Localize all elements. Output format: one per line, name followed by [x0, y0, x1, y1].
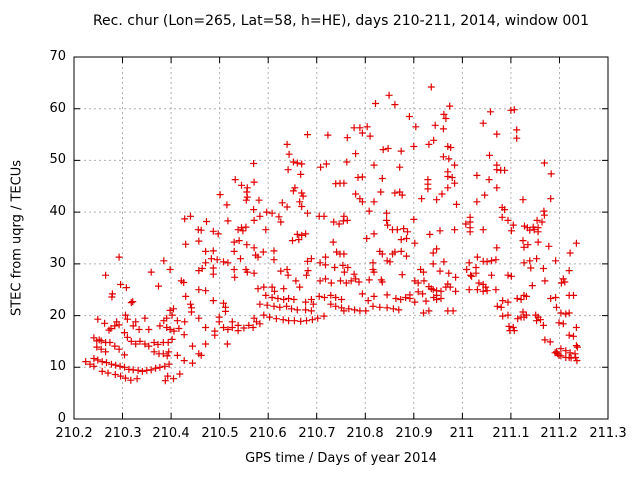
y-tick-label: 60 [49, 101, 66, 116]
x-tick-label: 211.1 [492, 426, 530, 441]
y-tick-label: 0 [57, 411, 66, 426]
plot-border [73, 56, 609, 420]
y-tick-label: 40 [49, 204, 66, 219]
y-tick-label: 20 [49, 308, 66, 323]
x-tick-label: 210.5 [201, 426, 239, 441]
x-tick-label: 210.8 [346, 426, 384, 441]
x-tick-label: 210.9 [395, 426, 433, 441]
chart-title: Rec. chur (Lon=265, Lat=58, h=HE), days … [92, 13, 590, 29]
y-tick-label: 30 [49, 256, 66, 271]
x-tick-label: 210.4 [152, 426, 190, 441]
x-axis-label: GPS time / Days of year 2014 [245, 451, 437, 466]
x-tick-label: 211.3 [589, 426, 627, 441]
scatter-points [82, 83, 581, 385]
x-tick-label: 210.7 [298, 426, 336, 441]
y-tick-label: 10 [49, 359, 66, 374]
x-tick-label: 210.3 [104, 426, 142, 441]
y-tick-label: 50 [49, 152, 66, 167]
x-tick-label: 211 [449, 426, 475, 441]
x-tick-label: 210.6 [249, 426, 287, 441]
axis-ticks [73, 56, 609, 420]
x-tick-label: 210.2 [55, 426, 93, 441]
gridlines [74, 57, 608, 419]
y-tick-label: 70 [49, 49, 66, 64]
x-tick-label: 211.2 [540, 426, 578, 441]
